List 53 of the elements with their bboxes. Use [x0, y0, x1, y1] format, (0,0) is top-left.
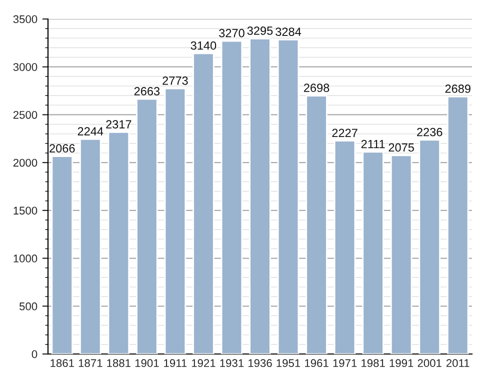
x-tick-label: 1961 — [305, 359, 328, 368]
y-tick-label: 2500 — [13, 110, 38, 119]
bar — [390, 154, 412, 354]
bar — [80, 138, 102, 354]
bar — [306, 95, 328, 354]
x-tick-label: 1871 — [78, 359, 102, 368]
x-tick-label: 1921 — [192, 359, 216, 368]
data-label: 2066 — [50, 144, 75, 153]
x-tick-label: 2011 — [446, 359, 470, 368]
data-label: 2075 — [388, 143, 414, 152]
data-label: 2236 — [417, 128, 442, 136]
data-label: 2244 — [78, 127, 104, 136]
bar — [418, 139, 440, 354]
x-tick-label: 1981 — [362, 359, 385, 368]
y-tick-label: 500 — [19, 302, 38, 310]
y-tick-label: 3000 — [13, 63, 38, 71]
bar — [220, 40, 243, 354]
bar — [108, 132, 130, 354]
y-tick-label: 2000 — [13, 158, 38, 167]
bar — [277, 38, 300, 354]
bar — [136, 98, 158, 354]
x-tick-label: 1951 — [276, 359, 300, 368]
x-tick-label: 1901 — [135, 359, 159, 368]
bar — [164, 88, 186, 354]
data-label: 2698 — [304, 84, 330, 92]
y-tick-label: 1000 — [14, 254, 38, 262]
bar — [362, 151, 384, 354]
x-tick-label: 1971 — [333, 359, 357, 368]
bar — [192, 52, 214, 354]
y-tick-label: 3500 — [13, 15, 38, 24]
data-label: 2773 — [162, 76, 188, 85]
data-label: 2111 — [361, 140, 385, 148]
x-tick-label: 1991 — [390, 359, 414, 368]
y-tick-label: 0 — [32, 350, 38, 358]
y-tick-label: 1500 — [14, 206, 38, 215]
bar — [446, 96, 469, 354]
x-tick-label: 1936 — [248, 359, 272, 368]
bar — [51, 156, 74, 354]
data-label: 3140 — [190, 41, 216, 50]
data-label: 2689 — [445, 84, 470, 93]
bar — [249, 38, 271, 354]
data-label: 2663 — [134, 87, 160, 96]
data-label: 2227 — [332, 128, 358, 138]
data-label: 2317 — [106, 120, 132, 129]
data-label: 3270 — [219, 28, 244, 38]
x-tick-label: 1911 — [164, 359, 187, 368]
x-tick-label: 1931 — [220, 359, 244, 368]
data-label: 3295 — [247, 26, 273, 35]
data-label: 3284 — [276, 28, 302, 36]
x-tick-label: 1861 — [50, 359, 74, 368]
x-tick-label: 1881 — [107, 359, 130, 368]
x-tick-label: 2001 — [418, 359, 442, 368]
bar — [334, 140, 356, 354]
